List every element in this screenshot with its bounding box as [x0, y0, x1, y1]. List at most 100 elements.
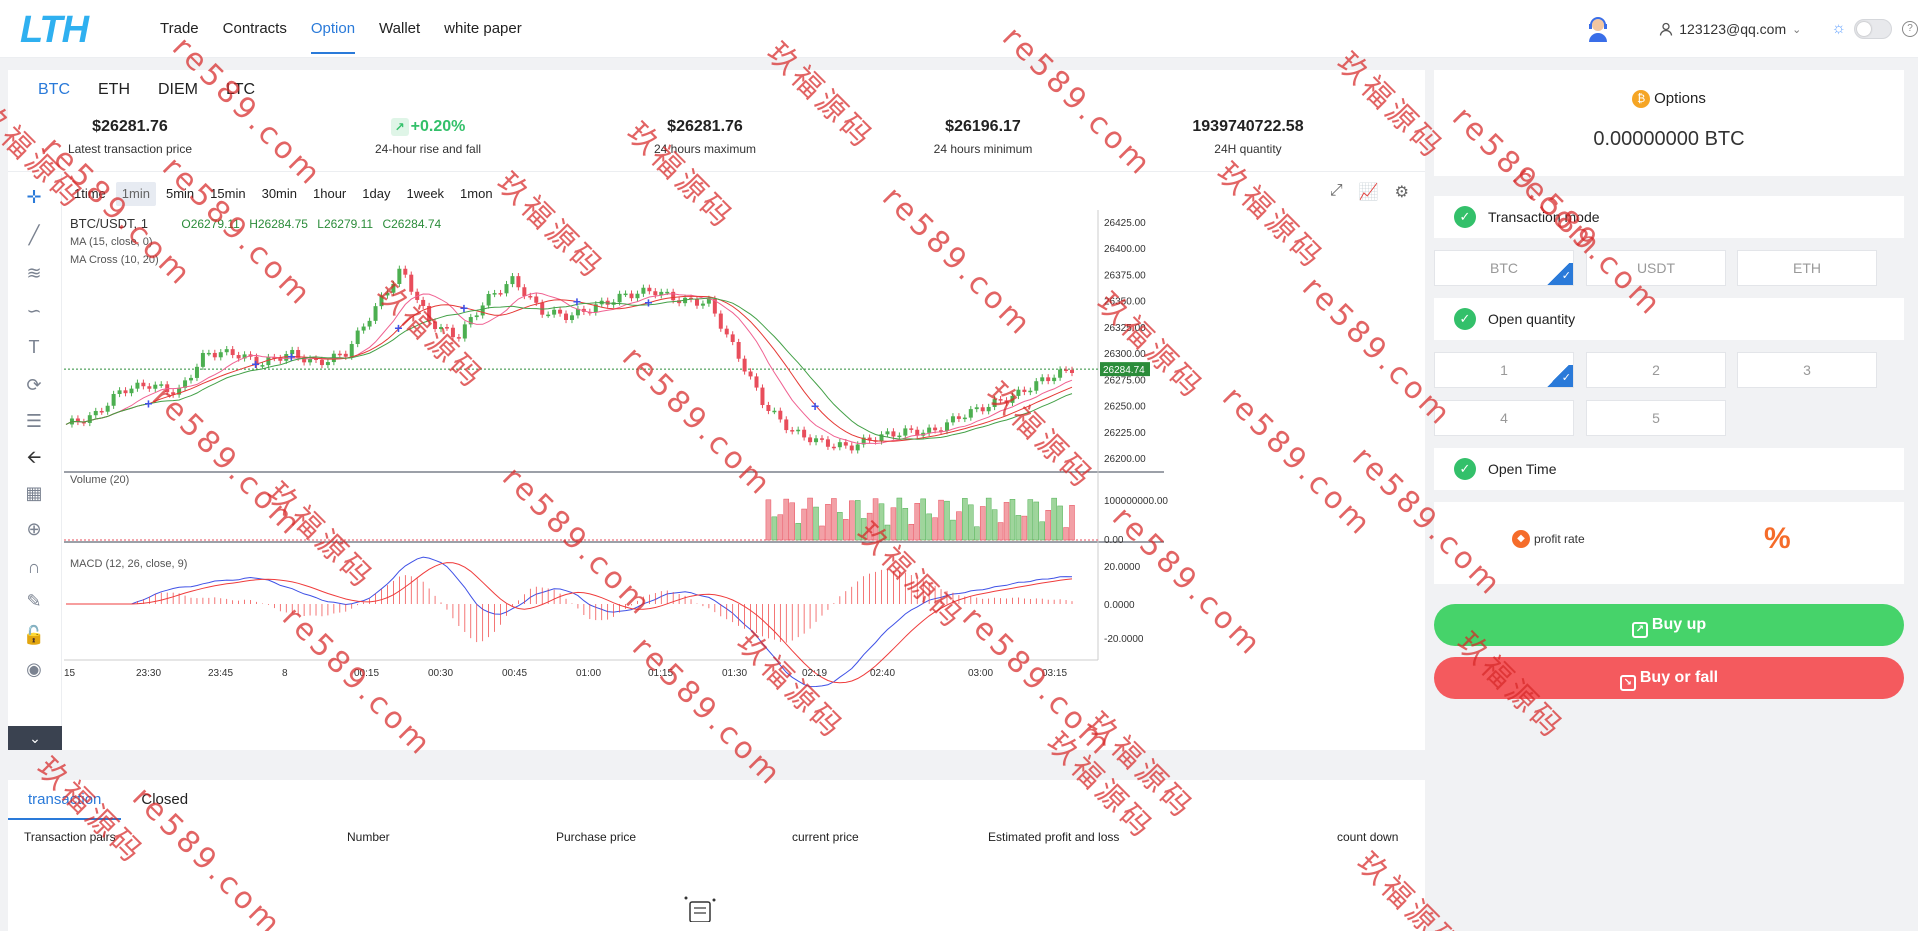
nav-white-paper[interactable]: white paper: [444, 20, 522, 37]
pattern-tool-icon[interactable]: ⟳: [26, 375, 42, 395]
volume-bar: [1069, 505, 1075, 541]
interval-1min[interactable]: 1min: [115, 182, 156, 206]
candle: [843, 442, 848, 446]
candlestick-chart[interactable]: 26425.00 26400.00 26375.00 26350.00 26325.00…: [64, 210, 1422, 750]
macd-tick-label: 20.0000: [1104, 562, 1141, 573]
quantity-option-5[interactable]: 5: [1586, 400, 1726, 436]
quantity-option-4[interactable]: 4: [1434, 400, 1574, 436]
interval-5min[interactable]: 5min: [165, 186, 195, 201]
quantity-option-3[interactable]: 3: [1737, 352, 1877, 388]
candle: [183, 380, 188, 388]
empty-data-icon: [684, 896, 716, 922]
theme-toggle[interactable]: [1854, 19, 1892, 39]
volume-label[interactable]: Volume (20): [70, 474, 130, 486]
back-arrow-icon[interactable]: 🡨: [26, 447, 42, 467]
interval-30min[interactable]: 30min: [261, 186, 298, 201]
interval-1time[interactable]: 1time: [74, 186, 106, 201]
crosshair-icon[interactable]: ✛: [26, 187, 42, 207]
candle: [778, 410, 783, 420]
mode-option-usdt[interactable]: USDT: [1586, 250, 1726, 286]
logo[interactable]: LTH: [20, 9, 89, 51]
collapse-toolbar-button[interactable]: ⌄: [8, 726, 62, 750]
candle: [123, 390, 128, 394]
quantity-option-1[interactable]: 1: [1434, 352, 1574, 388]
interval-1week[interactable]: 1week: [406, 186, 445, 201]
quantity-option-2[interactable]: 2: [1586, 352, 1726, 388]
volume-bar: [819, 525, 825, 541]
tab-closed[interactable]: Closed: [141, 791, 189, 808]
candle: [1046, 377, 1051, 382]
stat-24h-min: $26196.17 24 hours minimum: [933, 118, 1033, 156]
indicators-icon[interactable]: 📈: [1358, 184, 1379, 201]
candle: [903, 428, 908, 436]
mode-option-btc[interactable]: BTC: [1434, 250, 1574, 286]
lock-icon[interactable]: 🔓: [22, 625, 46, 645]
volume-bar: [1045, 510, 1051, 541]
candle: [129, 388, 134, 394]
candle: [397, 268, 402, 284]
candle: [814, 438, 819, 443]
volume-bar: [807, 497, 813, 541]
candle: [927, 427, 932, 433]
candle: [1070, 369, 1074, 373]
indicator-ma-cross-label[interactable]: MA Cross (10, 20): [70, 254, 159, 266]
coin-tab-eth[interactable]: ETH: [98, 81, 130, 98]
candle: [694, 299, 699, 306]
buy-fall-button[interactable]: ↘ Buy or fall: [1434, 657, 1904, 699]
nav-option[interactable]: Option: [299, 0, 367, 58]
coin-tab-ltc[interactable]: LTC: [226, 81, 256, 98]
candle: [236, 355, 241, 359]
brush-icon[interactable]: ∽: [26, 301, 42, 321]
volume-bar: [920, 498, 926, 541]
coin-icon: ₿: [1632, 90, 1651, 109]
interval-1mon[interactable]: 1mon: [460, 186, 493, 201]
indicator-ma-label[interactable]: MA (15, close, 0): [70, 236, 153, 248]
col-number: Number: [347, 830, 390, 844]
candle: [1058, 369, 1063, 378]
magnet-icon[interactable]: ∩: [27, 557, 41, 577]
interval-1day[interactable]: 1day: [362, 186, 391, 201]
volume-bar: [914, 503, 920, 541]
lock-drawing-icon[interactable]: ✎: [26, 591, 42, 611]
candle: [308, 358, 313, 363]
candle: [712, 298, 717, 314]
coin-tab-btc[interactable]: BTC: [38, 81, 70, 98]
fullscreen-icon[interactable]: ⤢: [1329, 182, 1343, 199]
tab-transaction[interactable]: transaction: [8, 780, 122, 820]
candle: [367, 320, 372, 327]
interval-1hour[interactable]: 1hour: [313, 186, 347, 201]
candle: [552, 309, 557, 315]
ma-cross-marker: +: [287, 348, 295, 364]
coin-tab-diem[interactable]: DIEM: [158, 81, 198, 98]
nav-wallet[interactable]: Wallet: [379, 20, 421, 37]
ma-cross-marker: +: [460, 300, 468, 316]
candle: [808, 437, 813, 443]
buy-up-button[interactable]: ↗ Buy up: [1434, 604, 1904, 646]
candle: [117, 390, 122, 394]
zoom-in-icon[interactable]: ⊕: [26, 519, 42, 539]
eye-icon[interactable]: ◉: [26, 659, 42, 679]
volume-bar: [777, 514, 784, 541]
candle: [319, 359, 324, 366]
candle: [730, 334, 735, 342]
customer-service-icon[interactable]: [1585, 16, 1611, 42]
settings-icon[interactable]: ⚙: [1394, 184, 1409, 201]
market-stats: $26281.76 Latest transaction price ↗ +0.2…: [8, 116, 1425, 172]
time-tick-label: 03:15: [1042, 668, 1067, 679]
mode-option-eth[interactable]: ETH: [1737, 250, 1877, 286]
help-icon[interactable]: ?: [1902, 21, 1918, 37]
fib-tool-icon[interactable]: ≋: [26, 263, 42, 283]
interval-15min[interactable]: 15min: [210, 186, 246, 201]
ruler-icon[interactable]: ☰: [25, 411, 43, 431]
macd-line: [66, 556, 1073, 688]
measure-icon[interactable]: ▦: [25, 483, 43, 503]
candle: [593, 304, 598, 313]
col-purchase-price: Purchase price: [556, 830, 637, 844]
user-menu[interactable]: 123123@qq.com ⌄: [1659, 21, 1801, 37]
text-tool-icon[interactable]: T: [28, 337, 40, 357]
trading-chart[interactable]: ✛ ╱ ≋ ∽ T ⟳ ☰ 🡨 ▦ ⊕ ∩ ✎ 🔓 ◉ ⌄ 1time 1min…: [8, 174, 1425, 750]
nav-trade[interactable]: Trade: [160, 20, 199, 37]
nav-contracts[interactable]: Contracts: [222, 20, 287, 37]
trend-line-icon[interactable]: ╱: [28, 225, 40, 245]
macd-label[interactable]: MACD (12, 26, close, 9): [70, 558, 188, 570]
